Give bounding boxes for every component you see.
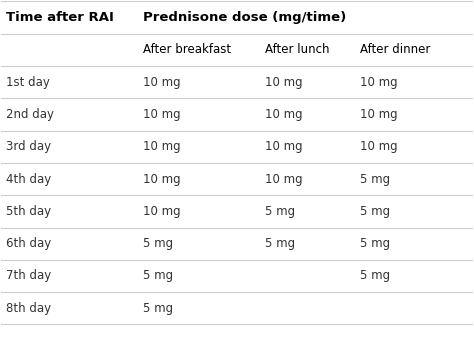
Text: After lunch: After lunch xyxy=(265,43,330,56)
Text: 10 mg: 10 mg xyxy=(359,108,397,121)
Text: 10 mg: 10 mg xyxy=(359,76,397,89)
Text: Prednisone dose (mg/time): Prednisone dose (mg/time) xyxy=(143,11,346,24)
Text: 10 mg: 10 mg xyxy=(143,108,181,121)
Text: 6th day: 6th day xyxy=(6,237,51,250)
Text: 1st day: 1st day xyxy=(6,76,50,89)
Text: 10 mg: 10 mg xyxy=(143,173,181,186)
Text: 7th day: 7th day xyxy=(6,269,51,282)
Text: 5 mg: 5 mg xyxy=(359,173,390,186)
Text: 5 mg: 5 mg xyxy=(359,205,390,218)
Text: 10 mg: 10 mg xyxy=(265,108,303,121)
Text: 10 mg: 10 mg xyxy=(265,173,303,186)
Text: 10 mg: 10 mg xyxy=(359,140,397,153)
Text: After breakfast: After breakfast xyxy=(143,43,231,56)
Text: 5 mg: 5 mg xyxy=(143,302,173,315)
Text: 5 mg: 5 mg xyxy=(143,269,173,282)
Text: 4th day: 4th day xyxy=(6,173,51,186)
Text: 5 mg: 5 mg xyxy=(265,205,295,218)
Text: 10 mg: 10 mg xyxy=(265,140,303,153)
Text: 10 mg: 10 mg xyxy=(143,140,181,153)
Text: 10 mg: 10 mg xyxy=(143,205,181,218)
Text: 5 mg: 5 mg xyxy=(359,237,390,250)
Text: Time after RAI: Time after RAI xyxy=(6,11,114,24)
Text: 5 mg: 5 mg xyxy=(265,237,295,250)
Text: 5th day: 5th day xyxy=(6,205,51,218)
Text: 5 mg: 5 mg xyxy=(359,269,390,282)
Text: 10 mg: 10 mg xyxy=(265,76,303,89)
Text: 8th day: 8th day xyxy=(6,302,51,315)
Text: After dinner: After dinner xyxy=(359,43,430,56)
Text: 2nd day: 2nd day xyxy=(6,108,54,121)
Text: 5 mg: 5 mg xyxy=(143,237,173,250)
Text: 3rd day: 3rd day xyxy=(6,140,51,153)
Text: 10 mg: 10 mg xyxy=(143,76,181,89)
